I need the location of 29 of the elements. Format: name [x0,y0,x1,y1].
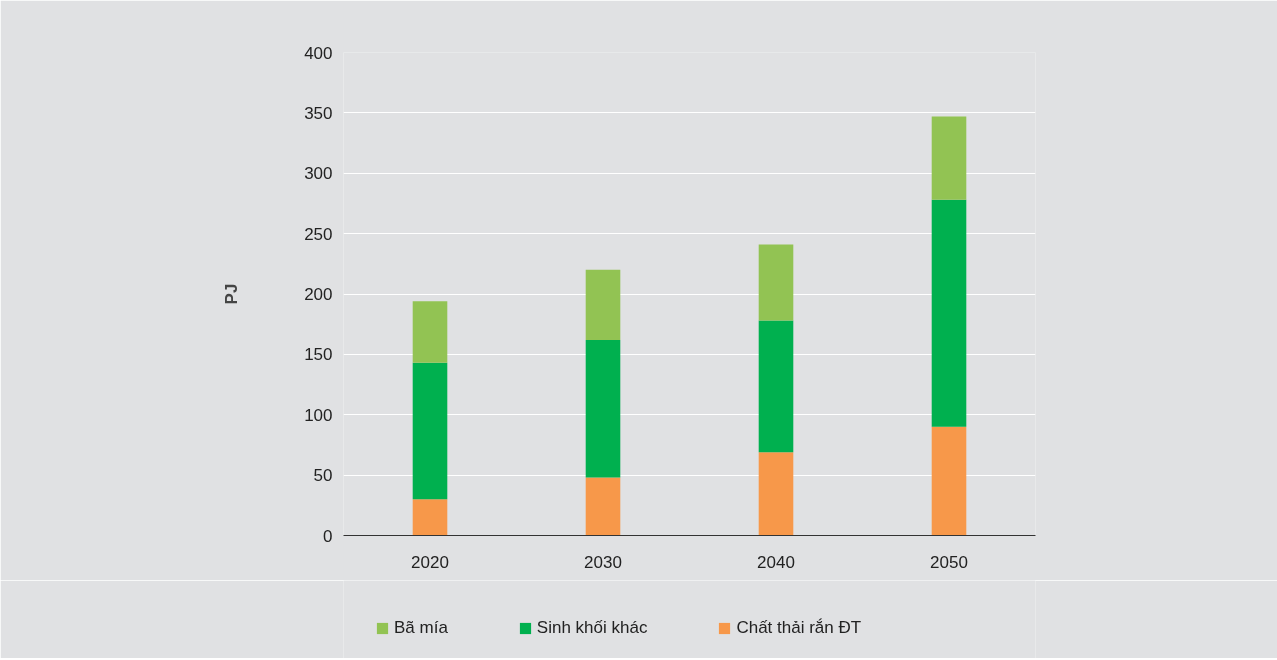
y-tick-label: 400 [304,43,333,63]
legend-label: Chất thải rắn ĐT [736,618,862,638]
bar [758,452,794,536]
bar [931,199,967,427]
y-tick-label: 0 [323,526,333,546]
x-tick-label: 2040 [757,552,795,572]
bar [412,301,448,363]
bar [758,320,794,453]
y-tick-label: 200 [304,285,333,304]
y-tick-label: 150 [304,345,333,365]
y-tick-label: 350 [304,103,333,123]
bar [585,339,621,478]
bar [931,116,967,200]
y-tick-label: 100 [304,405,333,425]
bar [412,499,448,536]
bar [412,362,448,500]
bar [758,244,794,321]
bar [931,426,967,536]
legend-label: Sinh khối khác [536,618,648,638]
y-tick-label: 50 [313,466,333,486]
x-tick-label: 2030 [584,552,622,572]
x-tick-label: 2050 [930,552,968,572]
y-tick-label: 300 [304,164,333,184]
x-tick-label: 2020 [411,552,449,572]
legend-label: Bã mía [394,618,448,638]
y-axis-title: PJ [222,283,242,305]
bar [585,477,621,536]
bar [585,269,621,340]
y-tick-label: 250 [304,224,333,244]
